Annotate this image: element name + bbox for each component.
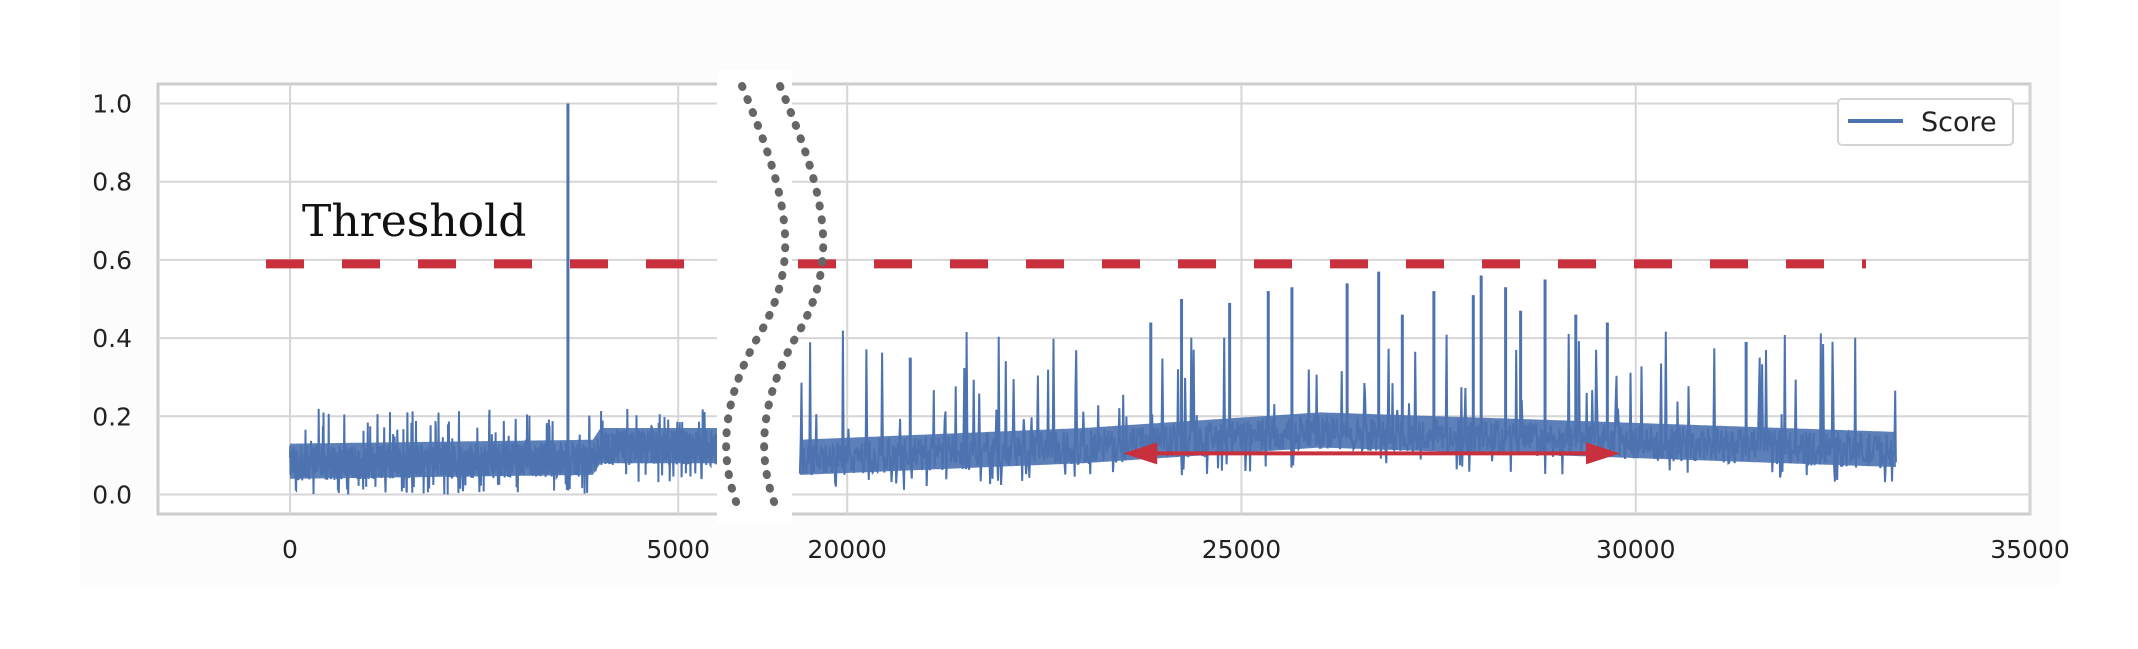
score-line bbox=[798, 330, 1897, 490]
y-tick-label: 0.0 bbox=[92, 480, 132, 509]
y-tick-label: 0.8 bbox=[92, 168, 132, 197]
legend-score-label: Score bbox=[1921, 107, 1997, 138]
axis-break-marker bbox=[717, 70, 828, 525]
y-tick-label: 0.4 bbox=[92, 324, 132, 353]
range-double-arrow bbox=[1123, 442, 1620, 465]
x-tick-label: 5000 bbox=[646, 535, 710, 564]
threshold-label: Threshold bbox=[302, 196, 526, 247]
x-tick-label: 25000 bbox=[1202, 535, 1282, 564]
y-axis-ticks: 0.0 0.2 0.4 0.6 0.8 1.0 bbox=[92, 90, 132, 510]
legend: Score bbox=[1837, 98, 2014, 146]
x-tick-label: 30000 bbox=[1596, 535, 1676, 564]
score-spikes bbox=[566, 103, 1748, 460]
x-axis-ticks: 0 5000 20000 25000 30000 35000 bbox=[282, 535, 2070, 564]
break-curve-left bbox=[722, 82, 790, 516]
series-score bbox=[289, 330, 1897, 495]
legend-box bbox=[1837, 98, 2014, 146]
y-tick-label: 1.0 bbox=[92, 90, 132, 119]
x-tick-label: 35000 bbox=[1990, 535, 2070, 564]
x-tick-label: 0 bbox=[282, 535, 298, 564]
arrow-head-right bbox=[1585, 442, 1620, 465]
y-tick-label: 0.6 bbox=[92, 246, 132, 275]
arrow-head-left bbox=[1123, 442, 1158, 465]
x-tick-label: 20000 bbox=[807, 535, 887, 564]
score-line bbox=[289, 408, 718, 495]
break-curve-right bbox=[760, 82, 828, 516]
y-tick-label: 0.2 bbox=[92, 402, 132, 431]
